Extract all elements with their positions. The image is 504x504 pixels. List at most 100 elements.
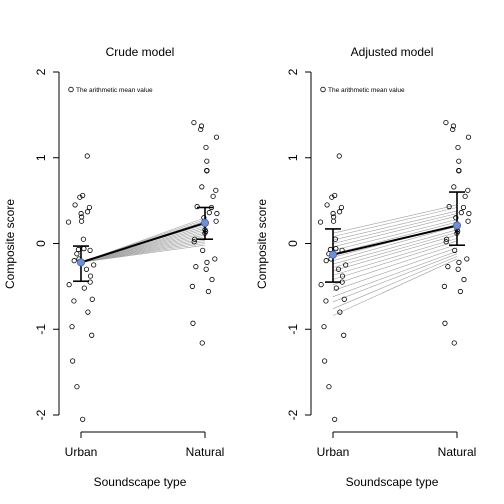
y-tick-label: 2 — [286, 68, 300, 75]
data-point — [189, 283, 195, 289]
data-point — [78, 210, 84, 217]
data-point — [192, 236, 198, 242]
data-point — [213, 134, 220, 140]
data-point — [213, 218, 219, 224]
data-point — [330, 218, 337, 224]
pair-line — [332, 247, 458, 291]
data-point — [452, 247, 458, 253]
data-point — [341, 332, 347, 338]
pair-line — [332, 219, 458, 251]
data-point — [465, 134, 472, 140]
data-point — [74, 251, 80, 257]
pair-line — [332, 229, 458, 265]
x-tick-label: Natural — [186, 445, 225, 459]
data-point — [318, 282, 324, 288]
pair-line — [332, 244, 458, 285]
data-point — [456, 158, 462, 164]
pair-line — [332, 253, 458, 303]
data-point — [74, 384, 80, 390]
data-point — [65, 219, 72, 225]
data-point — [86, 204, 93, 211]
data-point — [84, 153, 90, 159]
data-point — [81, 285, 87, 291]
mean-line — [332, 224, 458, 256]
panel-title: Crude model — [106, 45, 175, 59]
data-point — [210, 193, 216, 199]
data-point — [445, 264, 451, 270]
data-point — [81, 246, 87, 252]
data-point — [205, 288, 211, 295]
data-point — [204, 259, 210, 265]
data-point — [198, 123, 205, 129]
adjusted-model-panel: Adjusted model Composite score Soundscap… — [255, 45, 476, 489]
data-point — [450, 126, 456, 133]
x-axis-label: Soundscape type — [94, 475, 187, 489]
mean-marker — [200, 218, 209, 227]
data-point — [451, 184, 457, 190]
pair-line — [332, 204, 458, 234]
data-point — [443, 119, 449, 126]
y-axis-label: Composite score — [255, 199, 269, 289]
data-point — [89, 332, 95, 338]
data-point — [462, 193, 468, 199]
mean-marker — [452, 221, 461, 230]
data-point — [455, 144, 461, 151]
data-point — [80, 236, 87, 242]
data-point — [80, 192, 86, 199]
data-point — [444, 236, 450, 242]
data-point — [336, 153, 342, 159]
data-point — [212, 256, 218, 262]
data-point — [87, 247, 93, 253]
data-point — [204, 168, 210, 174]
data-point — [339, 273, 346, 279]
data-point — [323, 298, 329, 304]
data-point — [71, 298, 77, 304]
data-point — [78, 218, 85, 224]
data-point — [213, 187, 219, 193]
data-point — [453, 215, 459, 221]
x-axis-label: Soundscape type — [346, 475, 439, 489]
data-point — [200, 247, 206, 253]
data-point — [87, 279, 93, 285]
data-point — [75, 246, 82, 253]
pair-line — [332, 226, 458, 261]
data-point — [341, 296, 347, 302]
x-tick-label: Urban — [65, 445, 98, 459]
data-point — [191, 239, 197, 245]
data-point — [333, 246, 339, 252]
data-point — [66, 282, 72, 288]
data-point — [323, 258, 329, 264]
data-point — [450, 123, 457, 129]
legend-marker — [68, 86, 74, 93]
data-point — [326, 384, 332, 390]
data-point — [72, 202, 78, 208]
plot-area: -2 -1 0 1 2 Urban Natural — [34, 68, 224, 459]
data-point — [85, 309, 91, 315]
data-point — [441, 283, 447, 289]
data-point — [461, 276, 467, 283]
data-point — [199, 340, 205, 346]
data-point — [70, 358, 76, 364]
pair-line — [332, 258, 458, 316]
data-point — [91, 262, 97, 268]
data-point — [336, 209, 343, 215]
y-tick-label: 1 — [286, 154, 300, 161]
data-point — [203, 144, 209, 151]
data-point — [77, 194, 83, 200]
pair-line — [332, 215, 458, 248]
data-point — [84, 209, 91, 215]
legend-marker — [320, 86, 326, 93]
data-point — [466, 210, 472, 217]
pair-line — [332, 213, 458, 244]
data-point — [456, 168, 462, 174]
pair-line — [332, 250, 458, 297]
y-tick-label: -2 — [286, 409, 300, 420]
y-tick-label: 0 — [286, 240, 300, 247]
data-point — [194, 204, 200, 210]
data-point — [209, 276, 215, 283]
data-point — [457, 288, 463, 295]
pair-line — [332, 232, 458, 268]
legend-label: The arithmetic mean value — [76, 87, 153, 94]
data-point — [87, 273, 94, 279]
